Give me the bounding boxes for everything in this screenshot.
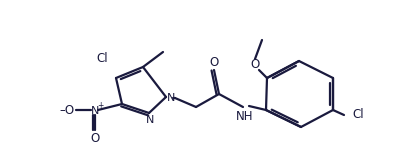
Text: Cl: Cl bbox=[96, 51, 108, 65]
Text: –O: –O bbox=[59, 103, 75, 116]
Text: N: N bbox=[146, 115, 154, 125]
Text: O: O bbox=[90, 132, 99, 145]
Text: Cl: Cl bbox=[352, 109, 364, 121]
Text: +: + bbox=[97, 100, 103, 110]
Text: NH: NH bbox=[236, 110, 254, 122]
Text: O: O bbox=[250, 59, 259, 71]
Text: N: N bbox=[167, 93, 175, 103]
Text: O: O bbox=[209, 55, 219, 68]
Text: N: N bbox=[91, 106, 99, 116]
